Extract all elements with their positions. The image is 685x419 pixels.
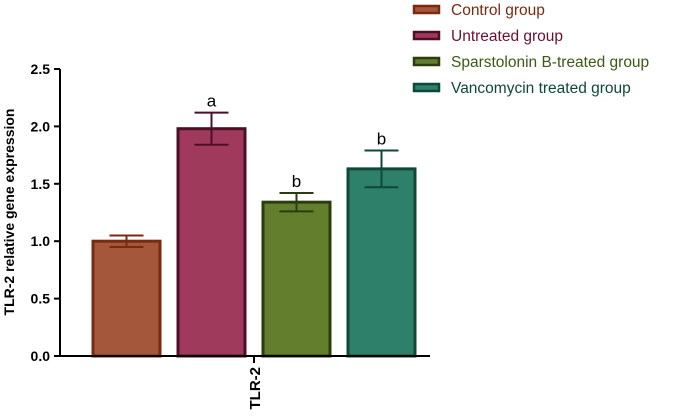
error-bar (109, 234, 144, 248)
x-axis: TLR-2 (60, 355, 430, 410)
legend-swatch (412, 82, 441, 93)
significance-letter: b (292, 172, 301, 191)
y-tick-label: 1.0 (31, 233, 51, 249)
bar (346, 167, 417, 358)
legend-swatch (412, 56, 441, 67)
error-bar (194, 111, 229, 146)
legend-item: Control group (412, 2, 545, 19)
bar (261, 200, 332, 358)
legend-item: Untreated group (412, 28, 563, 45)
error-bar (279, 191, 314, 213)
x-tick-label: TLR-2 (247, 367, 264, 410)
legend-label: Sparstolonin B-treated group (451, 54, 649, 71)
y-tick-label: 2.5 (31, 61, 51, 77)
legend: Control group Untreated group Sparstolonin… (412, 2, 649, 97)
legend-label: Vancomycin treated group (451, 80, 631, 97)
significance-letter: a (207, 92, 217, 111)
error-bar (364, 149, 399, 189)
legend-item: Vancomycin treated group (412, 80, 631, 97)
significance-letter: b (377, 130, 386, 149)
bar (91, 239, 162, 358)
legend-label: Control group (451, 2, 545, 19)
y-axis-label: TLR-2 relative gene expression (1, 109, 17, 316)
bars: a b b (91, 92, 417, 358)
legend-label: Untreated group (451, 28, 563, 45)
y-axis: 0.0 0.5 1.0 1.5 2.0 2.5 (31, 61, 61, 364)
legend-swatch (412, 30, 441, 41)
y-tick-label: 1.5 (31, 176, 51, 192)
legend-item: Sparstolonin B-treated group (412, 54, 649, 71)
legend-swatch (412, 4, 441, 15)
y-tick-label: 2.0 (31, 118, 51, 134)
bar (176, 127, 247, 358)
y-tick-label: 0.5 (31, 291, 51, 307)
y-tick-label: 0.0 (31, 348, 51, 364)
